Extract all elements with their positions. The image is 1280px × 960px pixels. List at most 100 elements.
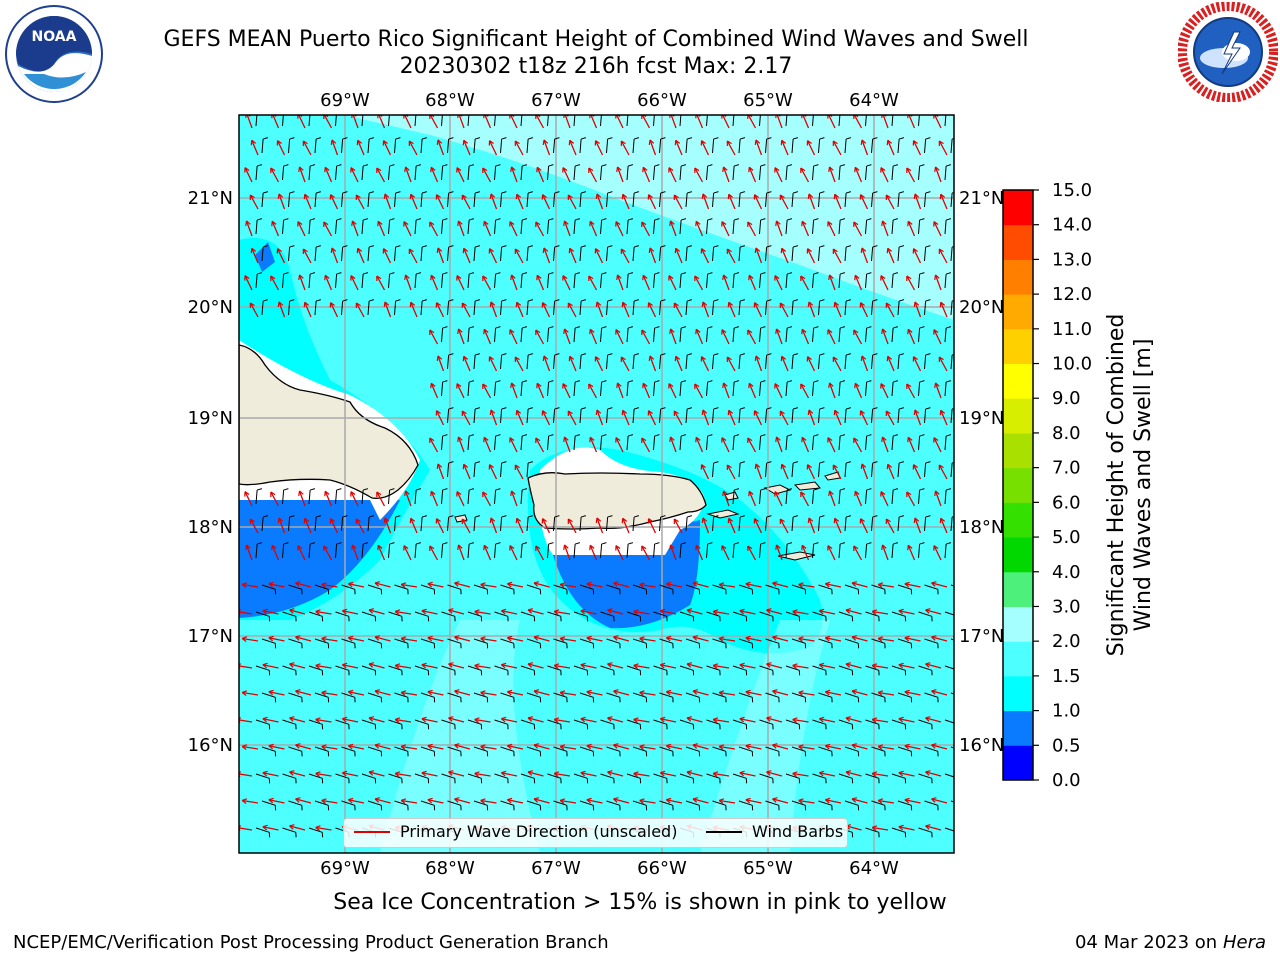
wind-barb <box>367 638 382 644</box>
wind-barb-flag <box>760 164 766 167</box>
wind-barb-flag <box>839 326 846 329</box>
wind-barb <box>844 746 859 752</box>
wind-barb <box>685 692 700 698</box>
wind-barb <box>520 328 523 343</box>
wave-arrow-head <box>289 608 295 614</box>
wind-barb-flag <box>813 218 819 221</box>
wave-arrow-head <box>633 609 639 616</box>
wave-arrow-head <box>244 491 250 497</box>
wind-barb <box>367 301 370 316</box>
wave-arrow <box>562 275 571 291</box>
wave-arrow-head <box>542 247 549 254</box>
wave-arrow <box>828 490 836 507</box>
wind-barb-flag <box>390 111 395 112</box>
wave-arrow <box>726 356 736 372</box>
wind-barb <box>897 193 900 208</box>
wind-barb-flag <box>872 461 878 464</box>
wind-barb-flag <box>256 272 263 275</box>
wind-barb-flag <box>713 191 719 194</box>
wave-arrow <box>686 609 703 615</box>
wave-arrow-head <box>456 275 462 281</box>
wind-barb <box>547 274 550 289</box>
wave-arrow <box>851 798 868 804</box>
wind-barb <box>891 665 906 671</box>
wave-arrow <box>329 194 339 210</box>
wave-arrow-head <box>429 437 435 443</box>
wave-arrow <box>721 545 730 561</box>
wave-arrow-head <box>775 544 781 551</box>
wind-barb-flag <box>866 542 872 545</box>
wave-arrow-head <box>482 491 488 497</box>
wave-arrow <box>514 464 524 480</box>
wind-barb <box>924 139 927 154</box>
wind-barb <box>838 328 841 343</box>
wind-barb <box>420 139 423 154</box>
wind-barb-flag <box>548 380 554 383</box>
wind-barb-flag <box>474 461 481 464</box>
wave-arrow-head <box>404 166 410 173</box>
wave-arrow-head <box>824 635 831 642</box>
wave-arrow-head <box>356 139 363 146</box>
wave-arrow <box>239 773 253 777</box>
wave-arrow-head <box>262 662 268 669</box>
wind-barb-flag <box>633 407 640 410</box>
wind-barb <box>420 584 435 590</box>
wind-barb <box>791 139 794 154</box>
lat-label-right: 19°N <box>959 408 1004 429</box>
wave-arrow <box>800 491 810 507</box>
wave-arrow <box>694 383 704 399</box>
wave-arrow-head <box>613 581 619 587</box>
wind-barb-flag <box>368 299 375 302</box>
wind-barb-flag <box>468 326 475 329</box>
wave-arrow-head <box>580 770 586 777</box>
wave-arrow-head <box>712 663 719 670</box>
wind-barb <box>759 544 762 559</box>
wave-arrow <box>437 355 445 372</box>
wave-arrow <box>702 301 710 318</box>
wind-barb <box>706 115 708 127</box>
wind-barb <box>467 166 470 181</box>
wind-barb <box>447 800 461 806</box>
wave-arrow <box>374 582 391 588</box>
wave-arrow-head <box>659 716 666 723</box>
wave-arrow <box>533 636 550 642</box>
wave-arrow-head <box>613 635 619 641</box>
wave-arrow <box>878 745 895 750</box>
colorbar-swatch <box>1003 571 1033 607</box>
wave-arrow-head <box>885 410 891 416</box>
wind-barb <box>335 773 349 779</box>
wave-arrow-head <box>315 663 321 670</box>
wave-arrow <box>268 637 285 642</box>
wind-barb-flag <box>766 461 772 464</box>
wind-barb <box>341 800 355 806</box>
wave-arrow <box>355 302 365 318</box>
wind-barb <box>871 409 874 424</box>
wave-arrow-head <box>721 221 727 227</box>
wind-barb <box>553 193 556 208</box>
wave-arrow <box>728 518 736 534</box>
wind-barb <box>812 773 826 779</box>
wind-barb <box>314 517 317 532</box>
wave-arrow-head <box>400 744 407 751</box>
wave-arrow <box>798 691 815 696</box>
wave-arrow <box>781 248 789 264</box>
wind-barb <box>924 584 938 590</box>
wave-arrow <box>297 221 306 237</box>
wave-arrow <box>516 518 524 534</box>
wind-barb <box>494 611 508 617</box>
wave-arrow-head <box>394 609 401 616</box>
wind-barb <box>844 355 847 370</box>
wave-arrow-head <box>665 635 672 642</box>
wave-arrow-head <box>701 193 708 200</box>
wind-barb <box>685 584 700 590</box>
wave-arrow <box>321 691 338 696</box>
wind-barb <box>844 301 847 316</box>
wind-barb <box>732 115 735 127</box>
wave-arrow-head <box>298 490 304 497</box>
wind-barb <box>361 115 364 127</box>
wind-barb-flag <box>866 434 872 437</box>
wind-barb <box>606 193 609 208</box>
wind-barb <box>606 301 609 316</box>
wave-arrow-head <box>939 409 946 416</box>
wind-barb-flag <box>786 218 793 221</box>
